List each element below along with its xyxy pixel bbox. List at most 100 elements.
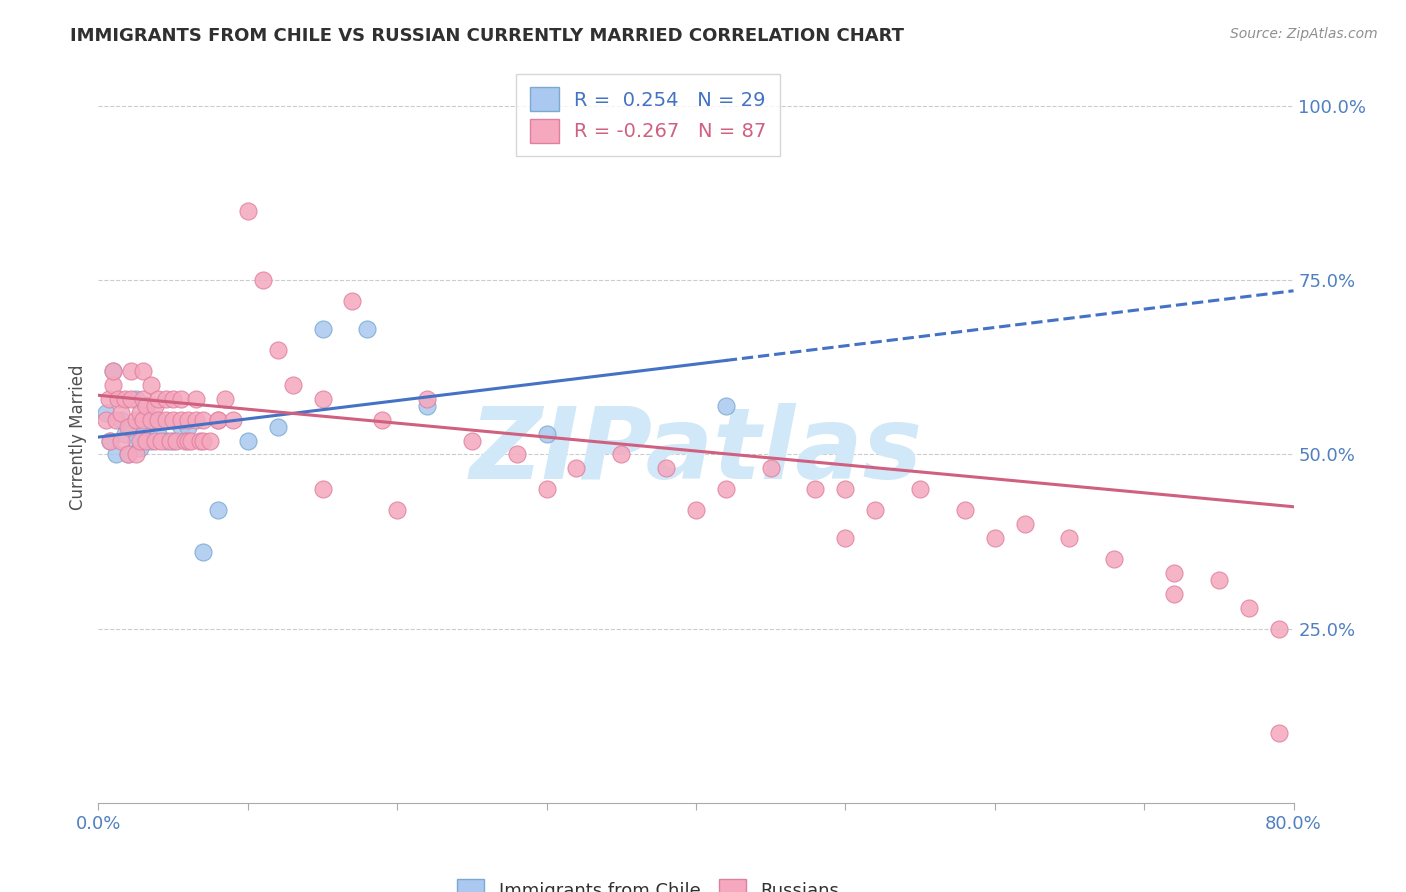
Point xyxy=(162,434,184,448)
Point xyxy=(385,503,409,517)
Text: Source: ZipAtlas.com: Source: ZipAtlas.com xyxy=(1230,27,1378,41)
Point xyxy=(117,419,139,434)
Point xyxy=(114,392,136,406)
Point xyxy=(180,434,202,448)
Point xyxy=(94,412,117,426)
Point xyxy=(103,364,125,378)
Point xyxy=(416,392,439,406)
Point xyxy=(714,483,737,497)
Point xyxy=(236,203,259,218)
Point xyxy=(97,392,120,406)
Point xyxy=(103,377,125,392)
Point xyxy=(267,343,290,357)
Point xyxy=(236,434,259,448)
Legend: Immigrants from Chile, Russians: Immigrants from Chile, Russians xyxy=(449,871,848,892)
Point xyxy=(565,461,588,475)
Point xyxy=(207,412,229,426)
Point xyxy=(1267,726,1289,740)
Point xyxy=(162,412,184,426)
Point xyxy=(132,426,155,441)
Point xyxy=(953,503,976,517)
Point xyxy=(125,412,148,426)
Point xyxy=(162,392,184,406)
Point xyxy=(143,412,166,426)
Point xyxy=(714,399,737,413)
Point xyxy=(94,406,117,420)
Point xyxy=(311,322,333,336)
Point xyxy=(120,364,142,378)
Point xyxy=(129,434,152,448)
Point xyxy=(1267,622,1289,636)
Point xyxy=(356,322,378,336)
Point xyxy=(139,412,162,426)
Point xyxy=(177,412,200,426)
Point xyxy=(177,419,200,434)
Point xyxy=(177,434,200,448)
Point xyxy=(685,503,707,517)
Point xyxy=(169,419,191,434)
Point xyxy=(155,434,177,448)
Point xyxy=(506,448,529,462)
Point xyxy=(804,483,827,497)
Point xyxy=(188,434,211,448)
Text: ZIPatlas: ZIPatlas xyxy=(470,403,922,500)
Point xyxy=(1163,587,1185,601)
Point xyxy=(155,412,177,426)
Point xyxy=(103,364,125,378)
Point xyxy=(184,392,207,406)
Point xyxy=(311,392,333,406)
Point xyxy=(1104,552,1126,566)
Point xyxy=(191,434,214,448)
Point xyxy=(655,461,678,475)
Point xyxy=(200,434,222,448)
Text: IMMIGRANTS FROM CHILE VS RUSSIAN CURRENTLY MARRIED CORRELATION CHART: IMMIGRANTS FROM CHILE VS RUSSIAN CURRENT… xyxy=(70,27,904,45)
Point xyxy=(120,392,142,406)
Point xyxy=(129,406,152,420)
Point xyxy=(207,503,229,517)
Point xyxy=(834,483,856,497)
Point xyxy=(461,434,484,448)
Point xyxy=(135,399,157,413)
Point xyxy=(159,434,181,448)
Point xyxy=(110,412,132,426)
Point xyxy=(125,448,148,462)
Point xyxy=(342,294,364,309)
Point xyxy=(165,434,187,448)
Point xyxy=(311,483,333,497)
Point xyxy=(207,412,229,426)
Point xyxy=(267,419,290,434)
Point xyxy=(148,426,170,441)
Point xyxy=(984,531,1007,545)
Point xyxy=(536,483,558,497)
Point xyxy=(214,392,236,406)
Point xyxy=(281,377,304,392)
Point xyxy=(120,419,142,434)
Point xyxy=(759,461,782,475)
Point xyxy=(222,412,245,426)
Point xyxy=(105,412,128,426)
Point xyxy=(135,399,157,413)
Point xyxy=(105,448,128,462)
Point xyxy=(148,392,170,406)
Point xyxy=(143,399,166,413)
Point xyxy=(169,412,191,426)
Point xyxy=(143,434,166,448)
Point xyxy=(114,426,136,441)
Point xyxy=(139,377,162,392)
Point xyxy=(191,412,214,426)
Point xyxy=(865,503,887,517)
Point xyxy=(98,434,122,448)
Point xyxy=(98,434,122,448)
Point xyxy=(117,448,139,462)
Point xyxy=(117,448,139,462)
Point xyxy=(1059,531,1081,545)
Y-axis label: Currently Married: Currently Married xyxy=(69,364,87,510)
Point xyxy=(191,545,214,559)
Point xyxy=(169,392,191,406)
Point xyxy=(110,406,132,420)
Point xyxy=(125,392,148,406)
Point xyxy=(148,412,170,426)
Point xyxy=(908,483,931,497)
Point xyxy=(1208,573,1230,587)
Point xyxy=(1237,600,1260,615)
